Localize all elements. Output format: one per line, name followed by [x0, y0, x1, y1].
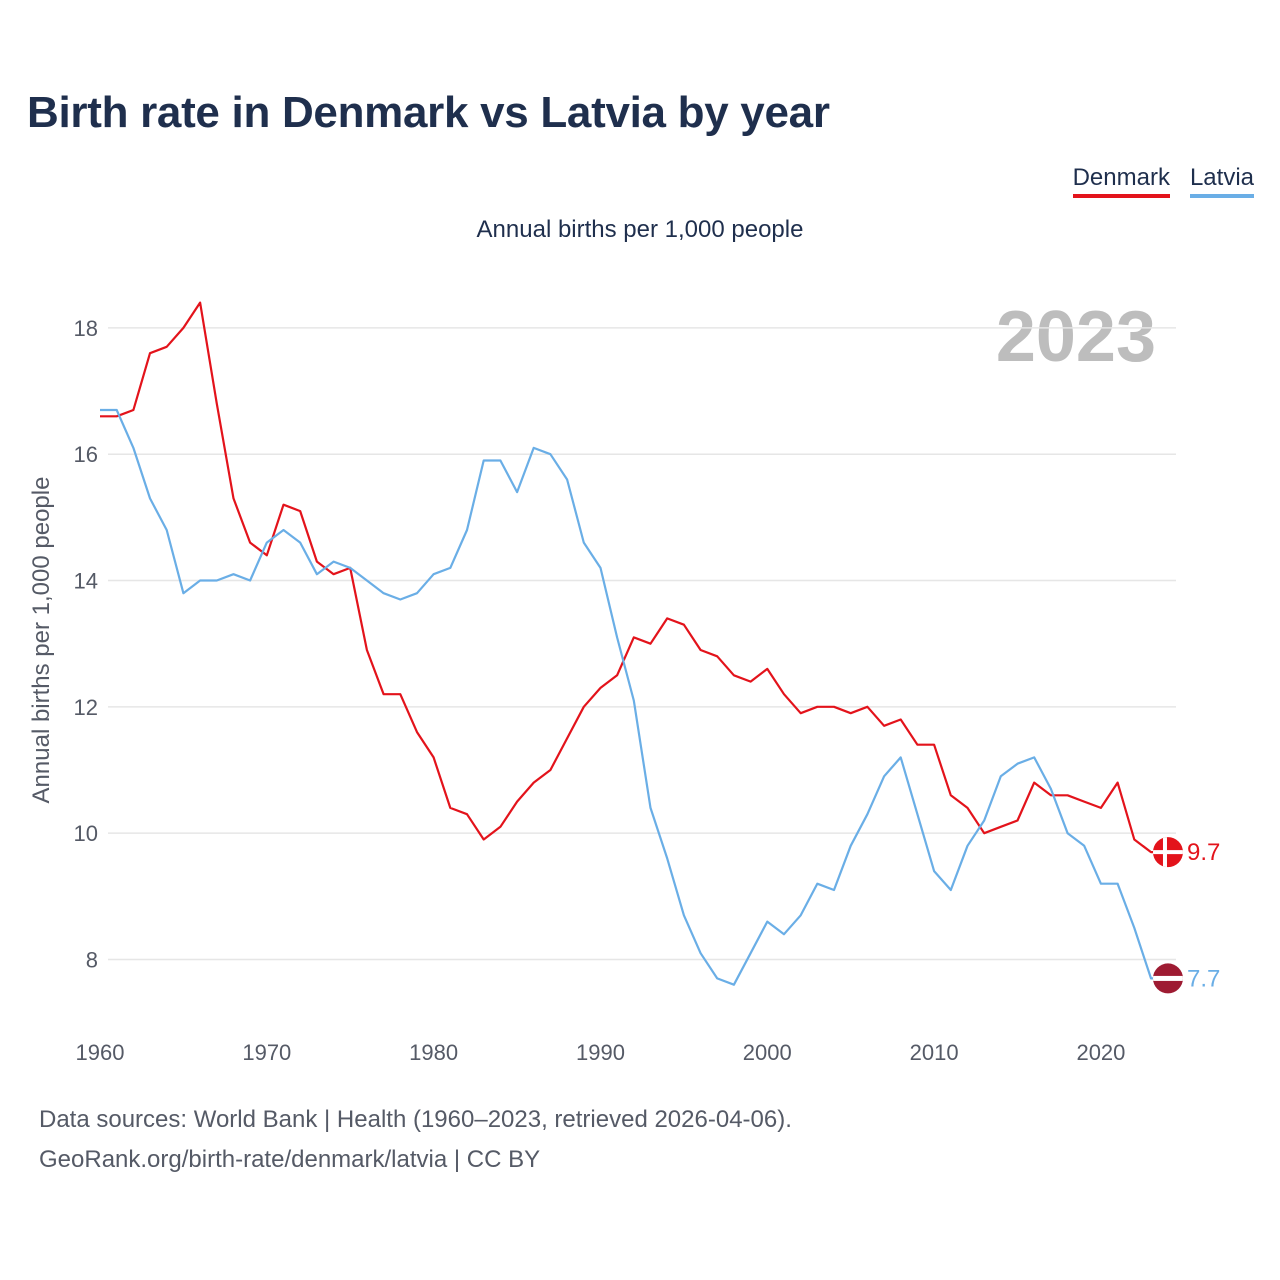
y-tick-label: 10	[74, 821, 98, 846]
series-line-latvia[interactable]	[100, 408, 1168, 986]
legend-item-denmark[interactable]: Denmark	[1072, 164, 1170, 198]
x-axis-ticks: 1960 1970 1980 1990 2000 2010 2020	[76, 1040, 1126, 1065]
source-line-1: Data sources: World Bank | Health (1960–…	[39, 1106, 792, 1133]
x-tick-label: 1970	[242, 1040, 291, 1065]
y-tick-label: 18	[74, 316, 98, 341]
end-value-label-latvia: 7.7	[1187, 965, 1220, 992]
series-lines	[100, 301, 1168, 986]
grid-lines	[108, 327, 1176, 961]
y-tick-label: 12	[74, 695, 98, 720]
chart-title: Birth rate in Denmark vs Latvia by year	[27, 88, 830, 137]
y-tick-label: 16	[74, 442, 98, 467]
source-line-2[interactable]: GeoRank.org/birth-rate/denmark/latvia | …	[39, 1146, 541, 1173]
legend-item-latvia[interactable]: Latvia	[1189, 164, 1254, 198]
legend: Denmark Latvia	[1072, 164, 1254, 198]
denmark-flag-icon	[1152, 837, 1183, 868]
series-line-denmark[interactable]	[100, 301, 1168, 854]
latvia-flag-icon	[1152, 963, 1183, 994]
y-tick-label: 8	[86, 947, 98, 972]
current-year-label: 2023	[995, 297, 1156, 377]
y-tick-label: 14	[74, 569, 98, 594]
x-tick-label: 2000	[743, 1040, 792, 1065]
end-markers: 9.7 7.7	[1152, 837, 1220, 994]
x-tick-label: 2010	[910, 1040, 959, 1065]
x-tick-label: 1990	[576, 1040, 625, 1065]
x-tick-label: 2020	[1076, 1040, 1125, 1065]
y-axis-ticks: 8 10 12 14 16 18	[74, 316, 98, 973]
x-tick-label: 1960	[76, 1040, 125, 1065]
end-value-label-denmark: 9.7	[1187, 839, 1220, 866]
x-tick-label: 1980	[409, 1040, 458, 1065]
chart-subtitle: Annual births per 1,000 people	[476, 216, 804, 243]
